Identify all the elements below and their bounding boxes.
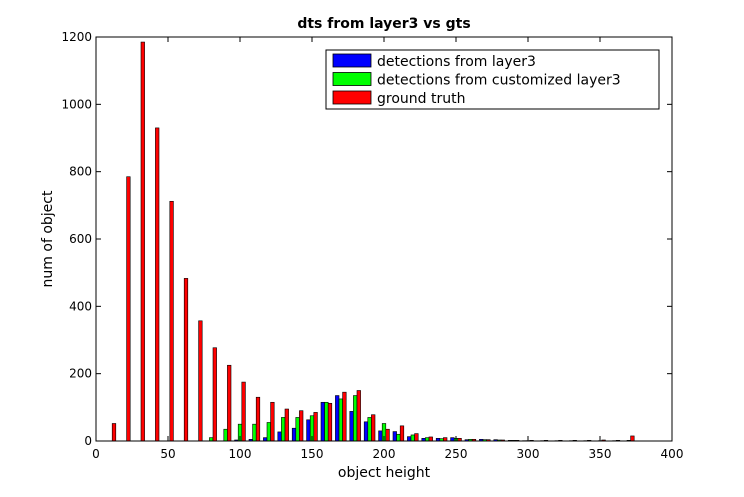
bar-layer3 bbox=[450, 437, 455, 442]
y-tick-label: 0 bbox=[84, 434, 92, 448]
bar-ground-truth bbox=[212, 347, 217, 442]
bar-ground-truth bbox=[313, 412, 318, 442]
bar-ground-truth bbox=[241, 381, 246, 442]
bar-layer3 bbox=[349, 411, 354, 442]
bar-customized-layer3 bbox=[338, 398, 343, 442]
bar-ground-truth bbox=[428, 436, 433, 442]
legend-label: detections from layer3 bbox=[377, 54, 536, 70]
bar-ground-truth bbox=[270, 401, 275, 442]
y-tick-label: 200 bbox=[69, 367, 92, 381]
bar-ground-truth bbox=[414, 433, 419, 442]
bar-ground-truth bbox=[255, 396, 261, 442]
x-tick-label: 350 bbox=[589, 447, 612, 461]
bar-ground-truth bbox=[385, 428, 390, 442]
legend: detections from layer3 detections from cu… bbox=[325, 49, 660, 110]
bar-customized-layer3 bbox=[209, 437, 214, 442]
y-tick-label: 600 bbox=[69, 232, 92, 246]
bar-ground-truth bbox=[183, 278, 189, 442]
bar-ground-truth bbox=[443, 437, 448, 442]
bar-layer3 bbox=[277, 431, 282, 442]
bar-layer3 bbox=[263, 437, 268, 442]
bar-customized-layer3 bbox=[425, 437, 430, 442]
x-tick-label: 300 bbox=[517, 447, 540, 461]
bar-layer3 bbox=[306, 419, 311, 442]
bar-layer3 bbox=[335, 395, 340, 442]
axis-ticks: 0 50 100 150 200 250 300 350 400 0 200 400 600 800 100… bbox=[61, 30, 683, 461]
bar-customized-layer3 bbox=[266, 422, 271, 442]
legend-box bbox=[325, 49, 660, 110]
bar-ground-truth bbox=[356, 390, 361, 442]
x-tick-label: 0 bbox=[92, 447, 100, 461]
legend-swatch bbox=[332, 90, 372, 105]
bar-ground-truth bbox=[111, 423, 117, 442]
bar-layer3 bbox=[320, 401, 325, 442]
bar-customized-layer3 bbox=[324, 401, 329, 442]
bar-ground-truth bbox=[284, 408, 289, 442]
bar-customized-layer3 bbox=[252, 423, 257, 442]
y-tick-label: 1000 bbox=[61, 97, 92, 111]
x-tick-label: 250 bbox=[445, 447, 468, 461]
bar-layer3 bbox=[392, 431, 397, 442]
bar-ground-truth bbox=[169, 200, 174, 442]
x-tick-label: 200 bbox=[373, 447, 396, 461]
legend-swatch bbox=[332, 72, 372, 86]
bar-ground-truth bbox=[140, 41, 145, 442]
bar-ground-truth bbox=[155, 127, 160, 442]
legend-label: detections from customized layer3 bbox=[377, 73, 621, 89]
y-tick-label: 400 bbox=[69, 299, 92, 313]
bar-layer3 bbox=[363, 421, 369, 442]
bar-ground-truth bbox=[342, 391, 347, 442]
x-axis-label: object height bbox=[338, 465, 431, 481]
bar-ground-truth bbox=[126, 176, 131, 442]
bar-customized-layer3 bbox=[295, 417, 300, 442]
bar-ground-truth bbox=[299, 410, 304, 442]
bar-customized-layer3 bbox=[410, 434, 415, 442]
legend-label: ground truth bbox=[377, 91, 465, 107]
legend-swatch bbox=[332, 53, 372, 68]
bar-layer3 bbox=[291, 427, 297, 442]
x-tick-label: 100 bbox=[229, 447, 252, 461]
bar-customized-layer3 bbox=[353, 395, 358, 442]
bar-customized-layer3 bbox=[223, 428, 228, 442]
y-tick-label: 800 bbox=[69, 165, 92, 179]
bar-ground-truth bbox=[198, 320, 203, 442]
chart-title: dts from layer3 vs gts bbox=[297, 16, 470, 32]
bar-ground-truth bbox=[630, 435, 635, 442]
x-tick-label: 50 bbox=[160, 447, 175, 461]
bar-ground-truth bbox=[327, 402, 333, 442]
bar-customized-layer3 bbox=[367, 417, 372, 442]
bar-layer3 bbox=[378, 430, 383, 442]
bar-layer3 bbox=[407, 436, 412, 442]
x-tick-label: 400 bbox=[661, 447, 684, 461]
y-axis-label: num of object bbox=[40, 190, 56, 287]
y-tick-label: 1200 bbox=[61, 30, 92, 44]
bar-ground-truth bbox=[371, 414, 376, 442]
bar-ground-truth bbox=[399, 425, 405, 442]
bar-customized-layer3 bbox=[281, 417, 286, 442]
x-tick-label: 150 bbox=[301, 447, 324, 461]
bar-customized-layer3 bbox=[396, 433, 401, 442]
bar-ground-truth bbox=[227, 364, 232, 442]
